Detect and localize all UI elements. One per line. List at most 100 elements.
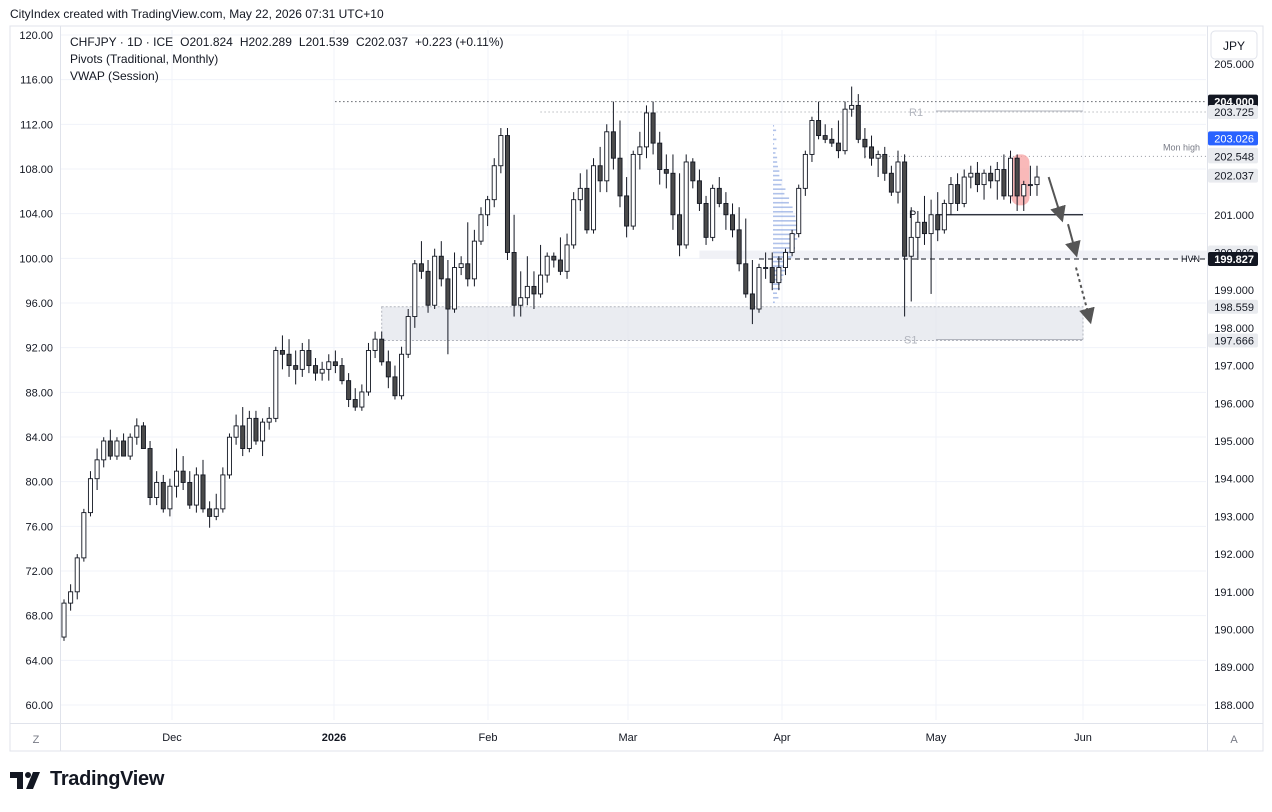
candle-body[interactable] [941, 202, 947, 231]
candle-body[interactable] [346, 380, 352, 400]
candle-body[interactable] [213, 508, 219, 517]
candle-body[interactable] [1014, 157, 1020, 197]
candle-body[interactable] [882, 153, 888, 174]
candle-body[interactable] [610, 131, 616, 159]
candle-body[interactable] [829, 138, 835, 144]
candle-body[interactable] [134, 425, 140, 438]
tradingview-logo[interactable]: TradingView [10, 768, 164, 791]
candle-body[interactable] [299, 350, 305, 370]
candle-body[interactable] [683, 161, 689, 246]
right-price-axis[interactable]: 205.000 201.000 199.000 198.000 197.000 196.0… [1214, 59, 1254, 712]
candle-body[interactable] [544, 255, 550, 276]
candle-body[interactable] [154, 482, 160, 498]
candle-body[interactable] [193, 474, 199, 506]
time-axis[interactable]: Dec 2026 Feb Mar Apr May Jun [162, 732, 1092, 744]
candle-body[interactable] [584, 187, 590, 231]
candle-body[interactable] [994, 169, 1000, 182]
candle-body[interactable] [1008, 157, 1014, 197]
candle-body[interactable] [445, 278, 451, 310]
candle-body[interactable] [703, 202, 709, 238]
candle-body[interactable] [822, 135, 828, 140]
candle-body[interactable] [955, 184, 961, 204]
candle-body[interactable] [802, 153, 808, 189]
candle-body[interactable] [630, 153, 636, 227]
candle-body[interactable] [531, 285, 537, 295]
candle-body[interactable] [326, 361, 332, 370]
candle-body[interactable] [862, 138, 868, 148]
candles[interactable] [61, 86, 1040, 641]
candle-body[interactable] [888, 172, 894, 193]
candle-body[interactable] [365, 350, 371, 393]
candle-body[interactable] [332, 361, 338, 367]
candle-body[interactable] [385, 361, 391, 378]
candle-body[interactable] [286, 353, 292, 367]
candle-body[interactable] [617, 157, 623, 197]
candle-body[interactable] [855, 104, 861, 140]
candle-body[interactable] [114, 440, 120, 457]
candle-body[interactable] [74, 557, 80, 593]
candle-body[interactable] [736, 229, 742, 265]
candle-body[interactable] [240, 425, 246, 449]
pivots-indicator-label[interactable]: Pivots (Traditional, Monthly) [70, 52, 218, 66]
candle-body[interactable] [127, 436, 133, 457]
candle-body[interactable] [1021, 184, 1027, 197]
candle-body[interactable] [756, 267, 762, 310]
candle-body[interactable] [769, 267, 775, 284]
auto-scale-button[interactable]: A [1224, 730, 1244, 748]
candle-body[interactable] [1034, 176, 1040, 186]
candle-body[interactable] [412, 263, 418, 318]
candle-body[interactable] [253, 417, 259, 442]
candle-body[interactable] [504, 135, 510, 253]
candle-body[interactable] [809, 120, 815, 155]
candle-body[interactable] [624, 195, 630, 227]
candle-body[interactable] [68, 591, 74, 604]
candle-body[interactable] [313, 365, 319, 374]
candle-body[interactable] [968, 172, 974, 178]
candle-body[interactable] [94, 459, 100, 480]
candle-body[interactable] [908, 236, 914, 257]
candle-body[interactable] [478, 214, 484, 242]
candle-body[interactable] [147, 448, 153, 498]
candle-body[interactable] [359, 391, 365, 408]
candle-body[interactable] [293, 365, 299, 370]
candle-body[interactable] [776, 267, 782, 284]
candle-body[interactable] [928, 214, 934, 235]
candle-body[interactable] [81, 512, 87, 559]
candle-body[interactable] [405, 316, 411, 355]
candle-body[interactable] [789, 233, 795, 253]
currency-button[interactable]: JPY [1210, 30, 1258, 60]
candle-body[interactable] [988, 172, 994, 182]
candle-body[interactable] [551, 255, 557, 261]
candle-body[interactable] [1001, 169, 1007, 197]
candle-body[interactable] [915, 221, 921, 238]
candle-body[interactable] [591, 165, 597, 231]
candle-body[interactable] [895, 161, 901, 193]
candle-body[interactable] [306, 350, 312, 367]
candle-body[interactable] [637, 146, 643, 155]
candle-body[interactable] [749, 293, 755, 310]
candle-body[interactable] [266, 417, 272, 423]
candle-body[interactable] [121, 440, 127, 457]
candle-body[interactable] [935, 214, 941, 231]
zoom-corner-button[interactable]: Z [26, 730, 46, 748]
candle-body[interactable] [372, 338, 378, 351]
candle-body[interactable] [87, 478, 93, 514]
candle-body[interactable] [279, 350, 285, 355]
candle-body[interactable] [763, 267, 769, 269]
candle-body[interactable] [246, 417, 252, 449]
candle-body[interactable] [452, 267, 458, 310]
candle-body[interactable] [643, 112, 649, 148]
candle-body[interactable] [869, 146, 875, 159]
candle-body[interactable] [690, 161, 696, 182]
candle-body[interactable] [101, 440, 107, 461]
candle-body[interactable] [319, 368, 325, 374]
candle-body[interactable] [716, 187, 722, 204]
candle-body[interactable] [339, 365, 345, 382]
candle-body[interactable] [981, 172, 987, 186]
candle-body[interactable] [425, 270, 431, 306]
candle-body[interactable] [875, 153, 881, 159]
candle-body[interactable] [597, 165, 603, 182]
candle-body[interactable] [498, 135, 504, 167]
candle-body[interactable] [220, 474, 226, 510]
candle-body[interactable] [710, 187, 716, 238]
